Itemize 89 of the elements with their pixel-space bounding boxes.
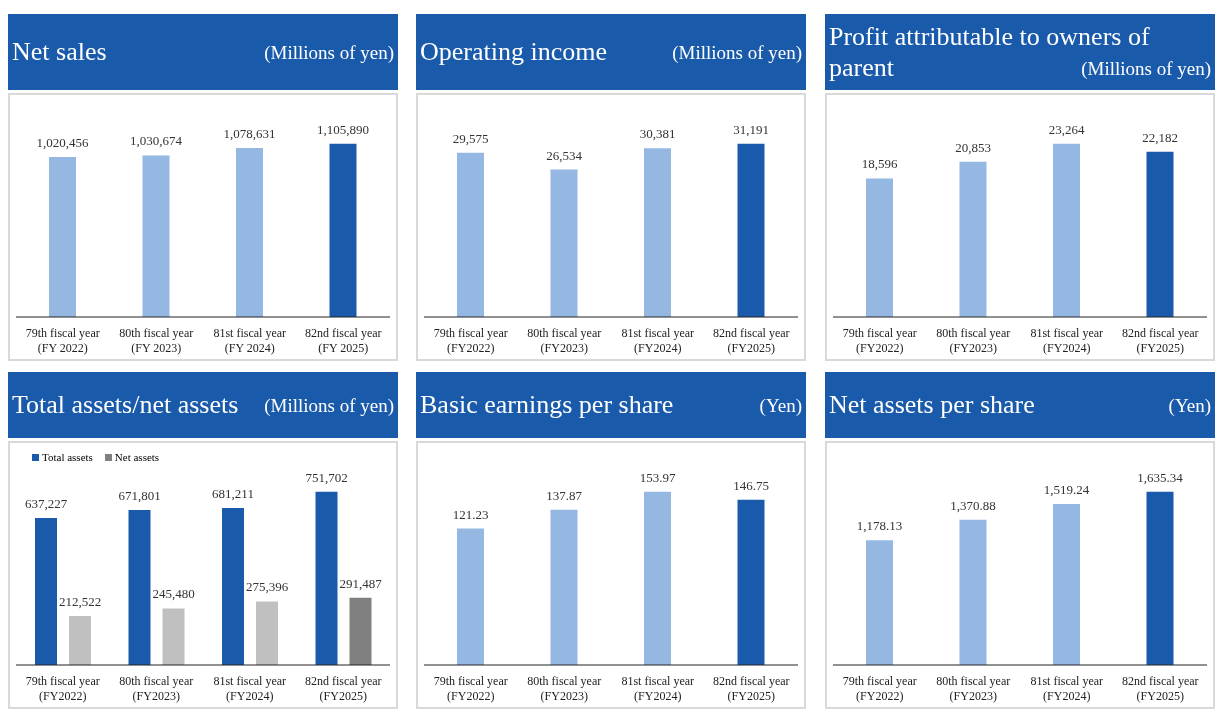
bar	[222, 507, 244, 665]
bar	[1146, 151, 1174, 317]
bar	[866, 178, 893, 317]
legend-label: Total assets	[41, 451, 93, 463]
x-tick-label: 79th fiscal year (FY 2022)	[25, 326, 100, 355]
bar	[162, 608, 185, 665]
data-label: 22,182	[1142, 129, 1178, 145]
data-label: 245,480	[152, 586, 195, 602]
data-label: 146.75	[733, 477, 769, 493]
x-tick-label: 82nd fiscal year (FY2025)	[712, 326, 790, 355]
data-label: 121.23	[452, 506, 489, 522]
bar	[737, 499, 765, 665]
bar	[550, 169, 578, 317]
data-label: 20,853	[955, 139, 991, 155]
bar	[69, 616, 91, 665]
bar	[866, 540, 893, 665]
bar	[128, 510, 151, 665]
data-label: 1,178.13	[856, 518, 903, 534]
data-label: 31,191	[733, 121, 769, 137]
data-label: 153.97	[639, 469, 676, 485]
chart-subtitle: (Millions of yen)	[264, 42, 394, 66]
data-label: 637,227	[24, 496, 68, 512]
chart-title: Net assets per share	[829, 390, 1035, 420]
bar	[644, 148, 671, 317]
data-label: 1,078,631	[223, 125, 276, 141]
chart-subtitle: (Millions of yen)	[264, 395, 394, 419]
bar	[315, 491, 338, 665]
x-tick-label: 81st fiscal year (FY2024)	[621, 326, 695, 355]
data-label: 1,030,674	[130, 133, 183, 149]
x-tick-label: 79th fiscal year (FY2022)	[433, 326, 508, 355]
bar	[1053, 143, 1080, 317]
data-label: 751,702	[305, 469, 348, 485]
x-tick-label: 79th fiscal year (FY2022)	[25, 674, 100, 703]
data-label: 1,105,890	[317, 121, 369, 137]
x-tick-label: 79th fiscal year (FY2022)	[842, 326, 917, 355]
chart-title: Basic earnings per share	[420, 390, 674, 420]
x-tick-label: 80th fiscal year (FY2023)	[936, 674, 1011, 703]
bar	[1053, 503, 1080, 665]
x-tick-label: 82nd fiscal year (FY2025)	[1121, 326, 1199, 355]
x-tick-label: 81st fiscal year (FY2024)	[621, 674, 695, 703]
x-tick-label: 82nd fiscal year (FY2025)	[304, 674, 382, 703]
legend-label: Net assets	[113, 451, 160, 463]
bar	[35, 518, 57, 665]
bar	[737, 143, 765, 317]
bar	[550, 509, 578, 665]
data-label: 1,519.24	[1043, 481, 1090, 497]
x-tick-label: 82nd fiscal year (FY2025)	[1121, 674, 1199, 703]
data-label: 681,211	[212, 485, 254, 501]
data-label: 30,381	[639, 126, 676, 142]
data-label: 18,596	[861, 156, 898, 172]
data-label: 137.87	[546, 487, 583, 503]
x-tick-label: 82nd fiscal year (FY2025)	[712, 674, 790, 703]
x-tick-label: 82nd fiscal year (FY 2025)	[304, 326, 382, 355]
data-label: 1,635.34	[1137, 469, 1184, 485]
x-tick-label: 80th fiscal year (FY2023)	[527, 674, 602, 703]
data-label: 1,020,456	[36, 135, 89, 151]
x-tick-label: 79th fiscal year (FY2022)	[433, 674, 508, 703]
data-label: 671,801	[118, 488, 161, 504]
bar	[959, 161, 987, 317]
x-tick-label: 81st fiscal year (FY2024)	[1030, 674, 1104, 703]
data-label: 23,264	[1048, 121, 1085, 137]
bar	[256, 601, 278, 665]
data-label: 29,575	[452, 130, 489, 146]
chart-title: Net sales	[12, 37, 107, 67]
bar	[457, 152, 484, 317]
x-tick-label: 81st fiscal year (FY2024)	[213, 674, 287, 703]
chart-title: Operating income	[420, 37, 607, 67]
bar	[1146, 491, 1174, 665]
chart-subtitle: (Yen)	[1168, 395, 1211, 419]
bar	[457, 528, 484, 665]
x-tick-label: 81st fiscal year (FY2024)	[1030, 326, 1104, 355]
x-tick-label: 80th fiscal year (FY2023)	[936, 326, 1011, 355]
bar	[959, 519, 987, 665]
x-tick-label: 79th fiscal year (FY2022)	[842, 674, 917, 703]
data-label: 26,534	[546, 147, 583, 163]
bar	[644, 491, 671, 665]
x-tick-label: 80th fiscal year (FY2023)	[119, 674, 194, 703]
data-label: 291,487	[339, 575, 383, 591]
x-tick-label: 80th fiscal year (FY2023)	[527, 326, 602, 355]
data-label: 212,522	[58, 593, 102, 609]
chart-subtitle: (Millions of yen)	[1081, 58, 1211, 81]
chart-title: Total assets/net assets	[12, 390, 239, 420]
data-label: 1,370.88	[950, 497, 996, 513]
x-tick-label: 80th fiscal year (FY 2023)	[119, 326, 194, 355]
chart-subtitle: (Millions of yen)	[672, 42, 802, 66]
x-tick-label: 81st fiscal year (FY 2024)	[213, 326, 287, 355]
data-label: 275,396	[245, 579, 289, 595]
chart-subtitle: (Yen)	[759, 395, 802, 419]
bar	[349, 597, 372, 665]
